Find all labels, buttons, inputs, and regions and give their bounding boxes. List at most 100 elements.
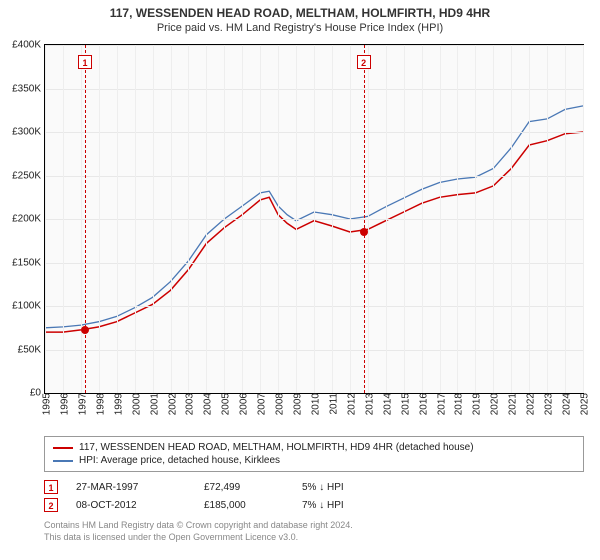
gridline-v	[511, 45, 512, 393]
gridline-v	[135, 45, 136, 393]
footer-line2: This data is licensed under the Open Gov…	[44, 532, 584, 544]
gridline-v	[117, 45, 118, 393]
y-axis-label: £150K	[12, 257, 45, 268]
x-axis-label: 2017	[432, 393, 447, 415]
sale-row-marker: 2	[44, 498, 58, 512]
sale-marker-dot	[360, 228, 368, 236]
x-axis-label: 2022	[522, 393, 537, 415]
footer-line1: Contains HM Land Registry data © Crown c…	[44, 520, 584, 532]
sale-date: 27-MAR-1997	[76, 482, 186, 493]
x-axis-label: 2020	[486, 393, 501, 415]
gridline-v	[386, 45, 387, 393]
sale-price: £72,499	[204, 482, 284, 493]
x-axis-label: 2025	[576, 393, 591, 415]
x-axis-label: 2011	[324, 393, 339, 415]
gridline-v	[99, 45, 100, 393]
gridline-v	[296, 45, 297, 393]
legend-item: HPI: Average price, detached house, Kirk…	[53, 454, 575, 467]
legend-swatch	[53, 447, 73, 449]
x-axis-label: 2014	[378, 393, 393, 415]
x-axis-label: 2007	[253, 393, 268, 415]
gridline-v	[332, 45, 333, 393]
sale-price: £185,000	[204, 500, 284, 511]
sale-date: 08-OCT-2012	[76, 500, 186, 511]
y-axis-label: £400K	[12, 40, 45, 51]
y-axis-label: £300K	[12, 127, 45, 138]
sale-delta: 5% ↓ HPI	[302, 482, 392, 493]
footer-attribution: Contains HM Land Registry data © Crown c…	[44, 520, 584, 543]
sale-row: 2 08-OCT-2012 £185,000 7% ↓ HPI	[44, 496, 584, 514]
sales-table: 1 27-MAR-1997 £72,499 5% ↓ HPI 2 08-OCT-2012 £…	[44, 478, 584, 514]
gridline-v	[63, 45, 64, 393]
x-axis-label: 2006	[235, 393, 250, 415]
x-axis-label: 2009	[289, 393, 304, 415]
gridline-v	[457, 45, 458, 393]
x-axis-label: 2008	[271, 393, 286, 415]
sale-marker-box: 1	[78, 55, 92, 69]
gridline-v	[350, 45, 351, 393]
x-axis-label: 2019	[468, 393, 483, 415]
gridline-v	[206, 45, 207, 393]
x-axis-label: 2005	[217, 393, 232, 415]
gridline-v	[171, 45, 172, 393]
gridline-v	[404, 45, 405, 393]
gridline-v	[475, 45, 476, 393]
chart-plot-area: £0£50K£100K£150K£200K£250K£300K£350K£400…	[44, 44, 584, 394]
x-axis-label: 2021	[504, 393, 519, 415]
x-axis-label: 2002	[163, 393, 178, 415]
x-axis-label: 1997	[73, 393, 88, 415]
y-axis-label: £50K	[18, 344, 45, 355]
x-axis-label: 1996	[55, 393, 70, 415]
y-axis-label: £100K	[12, 301, 45, 312]
legend-box: 117, WESSENDEN HEAD ROAD, MELTHAM, HOLMF…	[44, 436, 584, 472]
sale-row-marker: 1	[44, 480, 58, 494]
gridline-v	[565, 45, 566, 393]
sale-row: 1 27-MAR-1997 £72,499 5% ↓ HPI	[44, 478, 584, 496]
x-axis-label: 2001	[145, 393, 160, 415]
x-axis-label: 2024	[558, 393, 573, 415]
legend-item: 117, WESSENDEN HEAD ROAD, MELTHAM, HOLMF…	[53, 441, 575, 454]
gridline-v	[81, 45, 82, 393]
x-axis-label: 2013	[360, 393, 375, 415]
gridline-v	[153, 45, 154, 393]
sale-marker-dot	[81, 326, 89, 334]
gridline-v	[260, 45, 261, 393]
sale-marker-line	[364, 45, 365, 393]
gridline-v	[583, 45, 584, 393]
gridline-v	[314, 45, 315, 393]
gridline-v	[529, 45, 530, 393]
y-axis-label: £350K	[12, 83, 45, 94]
gridline-v	[45, 45, 46, 393]
x-axis-label: 2010	[307, 393, 322, 415]
x-axis-label: 2000	[127, 393, 142, 415]
x-axis-label: 2015	[396, 393, 411, 415]
gridline-v	[440, 45, 441, 393]
legend-swatch	[53, 460, 73, 462]
gridline-v	[224, 45, 225, 393]
x-axis-label: 2012	[342, 393, 357, 415]
x-axis-label: 2003	[181, 393, 196, 415]
y-axis-label: £250K	[12, 170, 45, 181]
chart-title: 117, WESSENDEN HEAD ROAD, MELTHAM, HOLMF…	[0, 0, 600, 20]
legend-label: HPI: Average price, detached house, Kirk…	[79, 455, 280, 466]
sale-marker-line	[85, 45, 86, 393]
x-axis-label: 1998	[91, 393, 106, 415]
chart-subtitle: Price paid vs. HM Land Registry's House …	[0, 20, 600, 34]
gridline-v	[188, 45, 189, 393]
gridline-v	[242, 45, 243, 393]
gridline-v	[278, 45, 279, 393]
gridline-v	[547, 45, 548, 393]
x-axis-label: 1999	[109, 393, 124, 415]
sale-marker-box: 2	[357, 55, 371, 69]
legend-label: 117, WESSENDEN HEAD ROAD, MELTHAM, HOLMF…	[79, 442, 474, 453]
gridline-v	[368, 45, 369, 393]
x-axis-label: 2004	[199, 393, 214, 415]
y-axis-label: £200K	[12, 214, 45, 225]
sale-delta: 7% ↓ HPI	[302, 500, 392, 511]
x-axis-label: 2023	[540, 393, 555, 415]
gridline-v	[422, 45, 423, 393]
gridline-v	[493, 45, 494, 393]
x-axis-label: 2018	[450, 393, 465, 415]
x-axis-label: 2016	[414, 393, 429, 415]
x-axis-label: 1995	[38, 393, 53, 415]
